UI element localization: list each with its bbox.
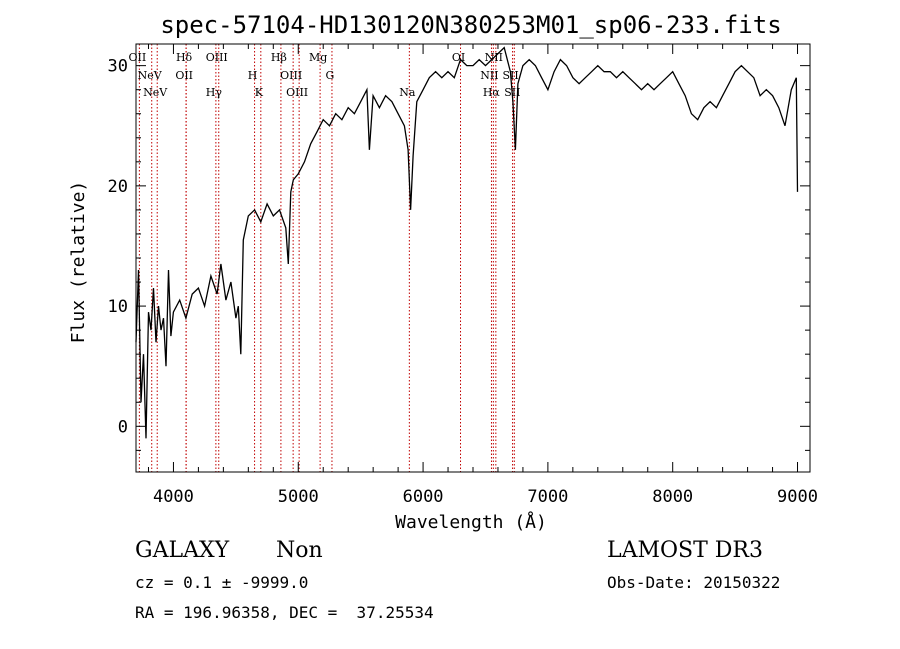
spectral-line-label: OII bbox=[175, 69, 193, 82]
spectral-line-label: OII bbox=[129, 51, 147, 64]
x-axis-label: Wavelength (Å) bbox=[395, 511, 547, 533]
spectral-line-label: Hα bbox=[483, 86, 501, 99]
classification-label: GALAXY bbox=[135, 538, 230, 563]
x-tick-label: 5000 bbox=[278, 487, 319, 507]
y-axis-label: Flux (relative) bbox=[68, 181, 89, 344]
survey-label: LAMOST DR3 bbox=[607, 538, 763, 563]
spectral-line-label: OIII bbox=[206, 51, 228, 64]
x-tick-label: 4000 bbox=[153, 487, 194, 507]
spectrum-line bbox=[135, 46, 799, 439]
y-tick-label: 10 bbox=[108, 297, 128, 317]
spectral-line-label: NeV bbox=[143, 86, 168, 99]
spectral-line-label: H bbox=[248, 69, 258, 82]
spectral-line-label: NII bbox=[480, 69, 498, 82]
x-tick-label: 8000 bbox=[652, 487, 693, 507]
y-axis-ticks: 0 10 20 30 bbox=[108, 57, 810, 451]
spectral-line-label: Na bbox=[399, 86, 416, 99]
plot-frame bbox=[135, 43, 811, 473]
spectral-line-label: Hδ bbox=[176, 51, 193, 64]
spectral-line-label: OIII bbox=[280, 69, 302, 82]
y-tick-label: 30 bbox=[108, 57, 128, 77]
spectral-line-labels: OIINeVNeVHδOIIHγOIIIHKHβOIIIOIIIMgGNaOIN… bbox=[129, 51, 521, 99]
spectral-line-label: Hγ bbox=[206, 86, 223, 99]
spectral-line-label: NeV bbox=[138, 69, 163, 82]
x-tick-label: 7000 bbox=[527, 487, 568, 507]
chart-title: spec-57104-HD130120N380253M01_sp06-233.f… bbox=[160, 11, 781, 39]
spectral-line-label: G bbox=[326, 69, 335, 82]
spectral-line-label: Mg bbox=[309, 51, 327, 64]
x-axis-ticks: 4000 5000 6000 7000 8000 9000 bbox=[147, 44, 818, 507]
spectral-line-label: OIII bbox=[286, 86, 308, 99]
spectral-line-label: K bbox=[255, 86, 264, 99]
ra-dec-label: RA = 196.96358, DEC = 37.25534 bbox=[135, 603, 434, 622]
x-tick-label: 6000 bbox=[403, 487, 444, 507]
y-tick-label: 20 bbox=[108, 177, 128, 197]
x-tick-label: 9000 bbox=[777, 487, 818, 507]
spectral-line-markers bbox=[138, 44, 515, 472]
spectral-line-label: Hβ bbox=[271, 51, 287, 64]
redshift-label: cz = 0.1 ± -9999.0 bbox=[135, 573, 309, 592]
obs-date-label: Obs-Date: 20150322 bbox=[607, 573, 781, 592]
y-tick-label: 0 bbox=[118, 417, 128, 437]
subclass-label: Non bbox=[276, 538, 323, 563]
